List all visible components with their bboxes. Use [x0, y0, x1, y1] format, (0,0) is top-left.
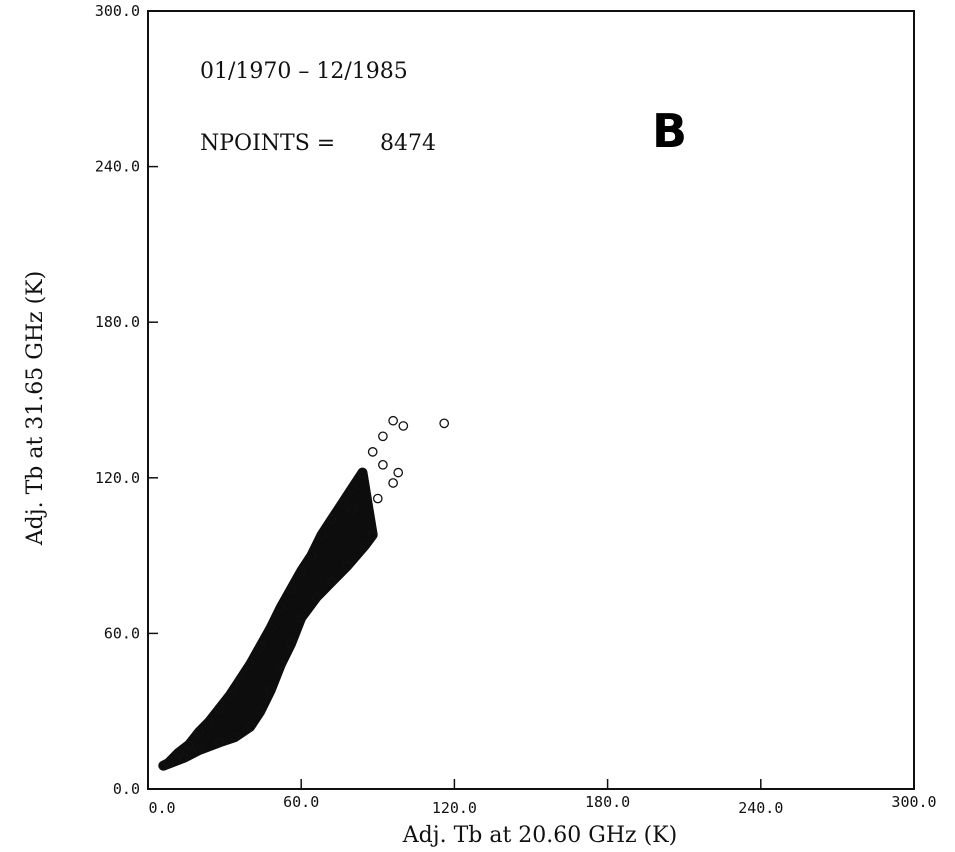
scatter-point	[378, 459, 388, 470]
scatter-point	[388, 415, 398, 426]
scatter-point	[347, 483, 358, 494]
y-tick-label: 0.0	[113, 780, 140, 798]
x-tick-label: 60.0	[283, 793, 319, 811]
scatter-point	[296, 566, 307, 577]
scatter-point	[214, 737, 225, 748]
x-tick-label: 180.0	[585, 793, 630, 811]
y-axis-label: Adj. Tb at 31.65 GHz (K)	[23, 271, 48, 546]
y-axis-ticks: 0.0 60.0 120.0 180.0 240.0 300.0	[95, 2, 158, 798]
x-tick-label: 240.0	[738, 799, 783, 817]
panel-label: B	[652, 104, 687, 158]
scatter-point	[194, 727, 204, 737]
scatter-point	[255, 706, 266, 717]
scatter-point	[158, 760, 169, 771]
scatter-point	[439, 418, 450, 429]
scatter-point	[224, 690, 235, 701]
x-axis-ticks: 0.0 60.0 120.0 180.0 240.0 300.0	[147, 779, 937, 817]
scatter-point	[316, 530, 327, 540]
scatter-point	[337, 498, 347, 509]
scatter-point	[378, 431, 388, 442]
y-tick-label: 240.0	[95, 158, 140, 176]
y-tick-label: 180.0	[95, 313, 140, 331]
scatter-point	[163, 758, 174, 768]
scatter-point	[229, 732, 240, 742]
scatter-point	[275, 659, 286, 670]
y-tick-label: 120.0	[95, 469, 140, 487]
scatter-point	[360, 540, 370, 551]
scatter-point	[245, 721, 255, 732]
scatter-point	[275, 602, 286, 613]
scatter-point	[286, 638, 296, 649]
npoints-value: 8474	[380, 131, 436, 156]
scatter-point	[296, 612, 307, 623]
scatter-point	[235, 675, 245, 685]
scatter-point	[388, 478, 398, 488]
x-axis-label: Adj. Tb at 20.60 GHz (K)	[402, 823, 677, 848]
scatter-point	[342, 561, 353, 571]
scatter-point	[255, 641, 266, 652]
scatter-point	[398, 421, 409, 431]
y-tick-label: 60.0	[104, 624, 140, 642]
y-tick-label: 300.0	[95, 2, 140, 20]
scatter-point	[367, 530, 378, 540]
scatter-point	[311, 592, 322, 602]
scatter-point	[245, 659, 255, 670]
scatter-point	[265, 685, 276, 696]
x-tick-label: 300.0	[891, 793, 936, 811]
scatter-point	[265, 623, 276, 634]
scatter-point	[204, 716, 215, 727]
scatter-point	[367, 447, 378, 457]
scatter-point	[184, 740, 194, 750]
scatter-point	[372, 493, 383, 504]
scatter-point	[357, 467, 368, 478]
scatter-point	[178, 753, 189, 763]
scatter-point	[194, 745, 204, 755]
date-range-annotation: 01/1970 – 12/1985	[200, 59, 408, 84]
scatter-point	[326, 514, 337, 525]
x-tick-label: 0.0	[148, 799, 175, 817]
scatter-point	[286, 584, 296, 595]
x-tick-label: 120.0	[432, 799, 477, 817]
scatter-point	[306, 550, 317, 561]
npoints-label: NPOINTS =	[200, 131, 335, 156]
plot-frame	[147, 10, 915, 790]
dense-point-region	[158, 467, 378, 771]
scatter-point	[393, 467, 404, 478]
scatter-point	[173, 747, 184, 758]
scatter-point-cloud	[158, 467, 378, 771]
scatter-point	[214, 703, 225, 714]
scatter-points	[158, 415, 450, 771]
scatter-point	[347, 504, 358, 514]
scatter-point	[326, 576, 337, 587]
